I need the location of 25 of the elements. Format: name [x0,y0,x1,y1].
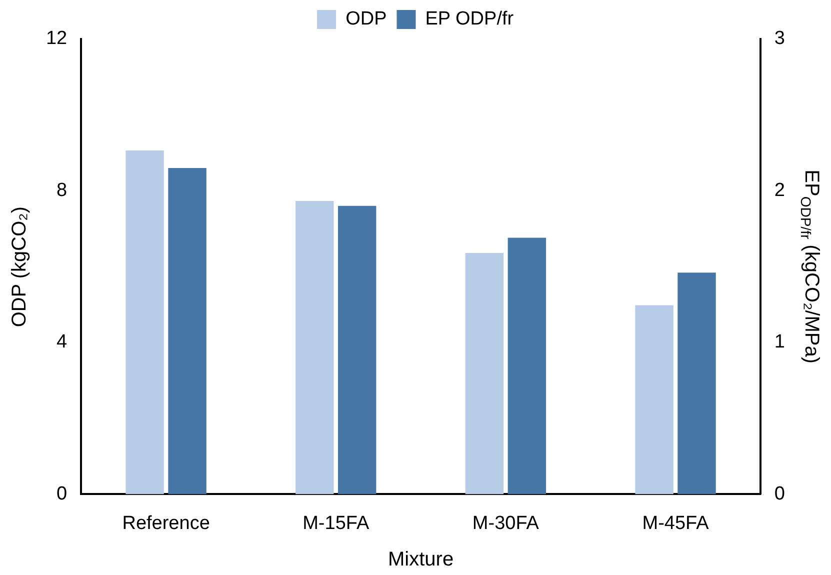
y-axis-title: ODP (kgCO₂) [8,206,31,328]
y2-tick-label: 0 [774,483,786,504]
y-tick-label: 12 [46,28,68,50]
x-tick-label: M-15FA [302,512,370,534]
y-tick-label: 4 [56,332,68,353]
y2-axis-title: EPODP/fr (kgCO₂/MPa) [798,170,822,364]
x-tick-label: Reference [122,512,210,534]
x-axis-title: Mixture [388,548,454,571]
bar [508,238,546,494]
bar [296,200,334,494]
bar [465,252,504,494]
y2-tick-label: 1 [774,332,786,353]
legend-label: EP ODP/fr [425,8,514,30]
y2-tick-label: 3 [774,28,786,50]
bar [635,305,674,494]
bar [678,272,716,494]
x-tick-label: M-30FA [472,512,540,534]
y-tick-label: 0 [56,483,68,504]
x-tick-label: M-45FA [642,512,710,534]
y2-tick-label: 2 [774,180,786,201]
legend-label: ODP [346,8,387,30]
y-tick-label: 8 [56,180,68,201]
bar [168,168,206,494]
bar [126,150,164,494]
bar [338,206,376,494]
